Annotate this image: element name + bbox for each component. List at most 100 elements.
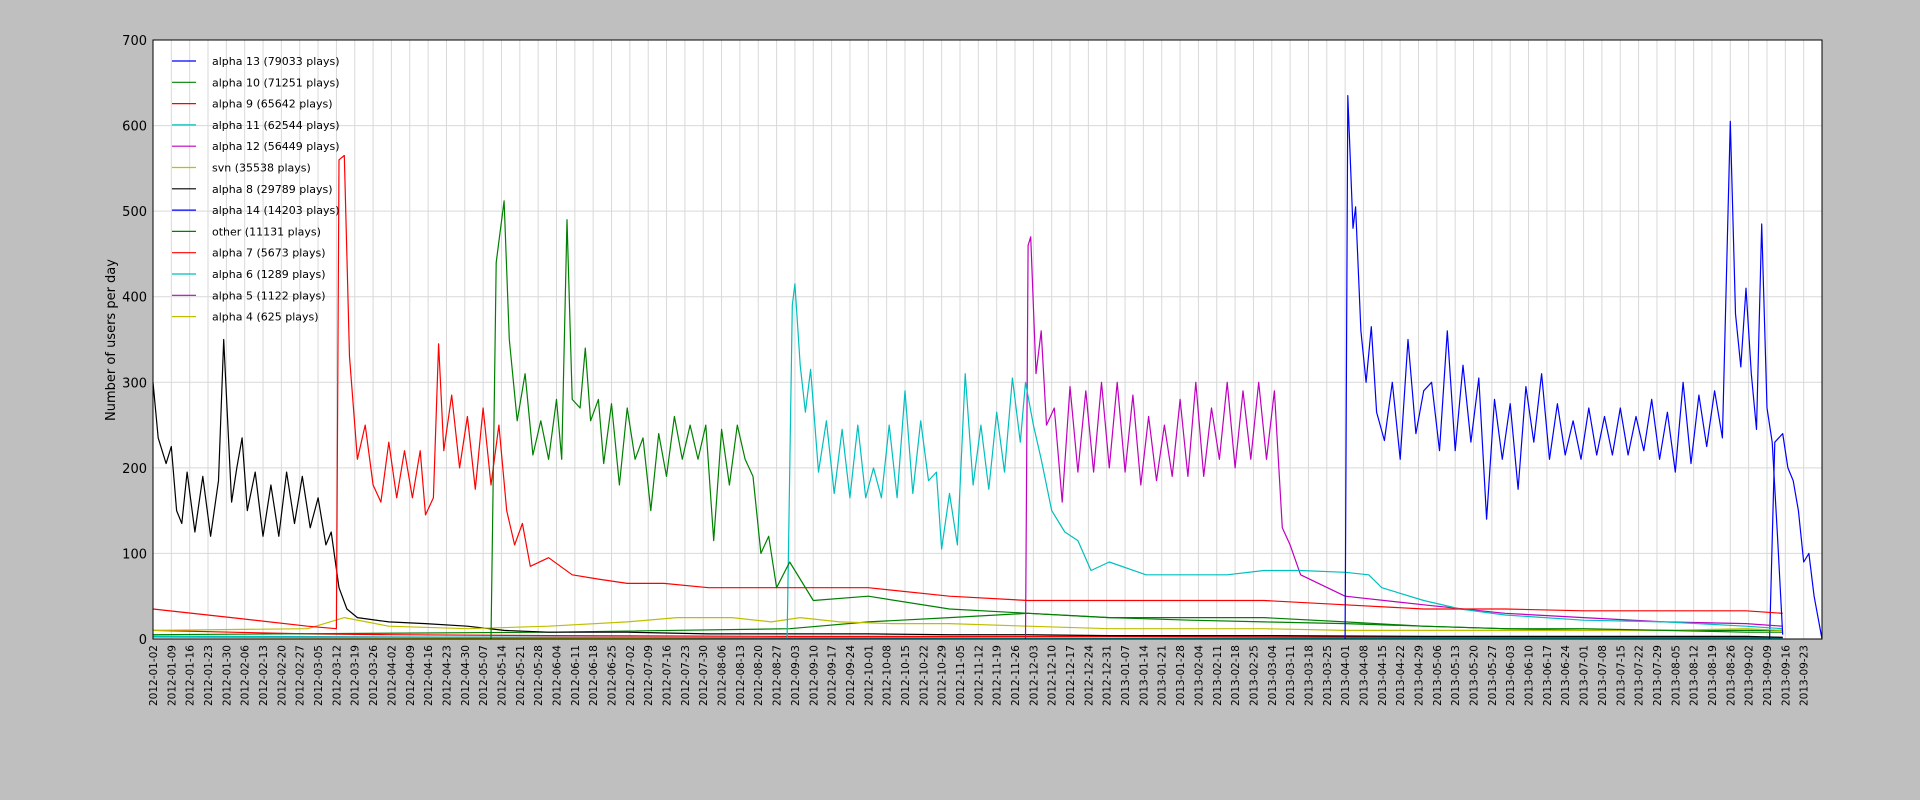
x-tick-label: 2012-06-18: [588, 645, 600, 706]
x-tick-label: 2013-03-18: [1303, 645, 1315, 706]
x-tick-label: 2012-07-30: [698, 645, 710, 706]
x-tick-label: 2012-01-16: [185, 645, 197, 706]
x-tick-label: 2012-06-04: [551, 645, 563, 706]
legend-entry: alpha 14 (14203 plays): [172, 204, 340, 217]
series-line: [1024, 236, 1783, 640]
x-tick-label: 2013-07-08: [1597, 645, 1609, 706]
x-tick-label: 2013-09-09: [1762, 645, 1774, 706]
legend-label: alpha 10 (71251 plays): [212, 76, 340, 89]
x-tick-label: 2012-04-30: [460, 645, 472, 706]
legend-entry: alpha 12 (56449 plays): [172, 140, 340, 153]
x-tick-label: 2013-01-07: [1120, 645, 1132, 706]
x-tick-label: 2012-08-20: [753, 645, 765, 706]
x-tick-label: 2012-11-19: [992, 645, 1004, 706]
x-tick-label: 2013-01-28: [1175, 645, 1187, 706]
x-tick-label: 2013-02-18: [1230, 645, 1242, 706]
x-tick-label: 2012-01-30: [221, 645, 233, 706]
plot-background: [153, 40, 1822, 639]
x-tick-label: 2012-10-01: [863, 645, 875, 706]
x-tick-label: 2012-11-12: [973, 645, 985, 706]
series-line: [786, 283, 1783, 640]
series-line: [1769, 433, 1823, 640]
x-tick-label: 2013-04-08: [1358, 645, 1370, 706]
series-line: [152, 616, 1783, 632]
x-tick-label: 2013-05-20: [1469, 645, 1481, 706]
x-tick-label: 2012-07-09: [643, 645, 655, 706]
x-tick-label: 2012-04-02: [386, 645, 398, 706]
x-tick-label: 2013-05-13: [1450, 645, 1462, 706]
x-tick-label: 2012-10-22: [918, 645, 930, 706]
x-tick-label: 2012-02-06: [240, 645, 252, 706]
x-tick-label: 2012-01-09: [166, 645, 178, 706]
x-tick-label: 2013-05-06: [1432, 645, 1444, 706]
x-tick-label: 2013-02-04: [1193, 645, 1205, 706]
legend-label: alpha 13 (79033 plays): [212, 55, 340, 68]
legend-label: alpha 14 (14203 plays): [212, 204, 340, 217]
legend-entry: alpha 4 (625 plays): [172, 311, 319, 324]
legend-entry: alpha 13 (79033 plays): [172, 55, 340, 68]
x-tick-label: 2013-08-19: [1707, 645, 1719, 706]
x-tick-label: 2013-01-14: [1138, 645, 1150, 706]
x-tick-label: 2013-06-10: [1524, 645, 1536, 706]
legend-label: other (11131 plays): [212, 225, 321, 238]
series-line: [1344, 94, 1784, 640]
x-tick-label: 2012-07-02: [625, 645, 637, 706]
legend-entry: alpha 9 (65642 plays): [172, 98, 333, 111]
x-tick-label: 2013-02-11: [1212, 645, 1224, 706]
x-tick-label: 2012-12-10: [1047, 645, 1059, 706]
legend-label: alpha 5 (1122 plays): [212, 289, 326, 302]
series-lines: [152, 94, 1823, 640]
x-tick-label: 2012-08-27: [772, 645, 784, 706]
x-tick-label: 2012-04-09: [405, 645, 417, 706]
x-tick-label: 2012-07-23: [680, 645, 692, 706]
x-tick-label: 2013-07-22: [1634, 645, 1646, 706]
x-tick-label: 2012-09-10: [808, 645, 820, 706]
x-tick-label: 2012-08-13: [735, 645, 747, 706]
y-tick-label: 700: [122, 34, 147, 49]
legend-entry: alpha 11 (62544 plays): [172, 119, 340, 132]
x-axis: 2012-01-02 2012-01-09 2012-01-16 2012-01-23…: [148, 645, 1811, 706]
y-tick-label: 0: [139, 633, 147, 648]
x-tick-label: 2012-03-26: [368, 645, 380, 706]
x-tick-label: 2013-04-29: [1414, 645, 1426, 706]
x-tick-label: 2013-06-24: [1560, 645, 1572, 706]
y-tick-label: 400: [122, 291, 147, 306]
x-tick-label: 2013-04-15: [1377, 645, 1389, 706]
x-tick-label: 2012-05-28: [533, 645, 545, 706]
legend-entry: other (11131 plays): [172, 225, 321, 238]
x-tick-label: 2012-05-14: [496, 645, 508, 706]
y-tick-label: 100: [122, 547, 147, 562]
x-tick-label: 2012-05-07: [478, 645, 490, 706]
legend-entry: svn (35538 plays): [172, 162, 311, 175]
x-tick-label: 2012-08-06: [717, 645, 729, 706]
x-tick-label: 2012-03-12: [331, 645, 343, 706]
y-axis: 0 100 200 300 400 500 600 700: [122, 34, 147, 648]
legend-label: alpha 4 (625 plays): [212, 311, 319, 324]
x-tick-label: 2013-09-16: [1780, 645, 1792, 706]
x-tick-label: 2013-01-21: [1157, 645, 1169, 706]
legend-entry: alpha 5 (1122 plays): [172, 289, 326, 302]
y-tick-label: 600: [122, 120, 147, 135]
legend-label: alpha 7 (5673 plays): [212, 247, 326, 260]
x-tick-label: 2013-07-29: [1652, 645, 1664, 706]
x-tick-label: 2012-05-21: [515, 645, 527, 706]
x-tick-label: 2013-04-22: [1395, 645, 1407, 706]
y-tick-label: 500: [122, 205, 147, 220]
x-tick-label: 2012-09-17: [827, 645, 839, 706]
x-tick-label: 2012-11-05: [955, 645, 967, 706]
x-tick-label: 2012-12-31: [1102, 645, 1114, 706]
x-tick-label: 2012-02-27: [295, 645, 307, 706]
x-tick-label: 2012-04-16: [423, 645, 435, 706]
grid: [152, 39, 1822, 640]
legend-entry: alpha 10 (71251 plays): [172, 76, 340, 89]
x-tick-label: 2012-01-02: [148, 645, 160, 706]
x-tick-label: 2013-08-12: [1689, 645, 1701, 706]
x-tick-label: 2012-09-24: [845, 645, 857, 706]
x-tick-label: 2013-05-27: [1487, 645, 1499, 706]
x-tick-label: 2013-06-17: [1542, 645, 1554, 706]
legend-entry: alpha 6 (1289 plays): [172, 268, 326, 281]
x-tick-label: 2013-07-15: [1615, 645, 1627, 706]
x-tick-label: 2012-12-24: [1083, 645, 1095, 706]
x-tick-label: 2013-03-04: [1267, 645, 1279, 706]
